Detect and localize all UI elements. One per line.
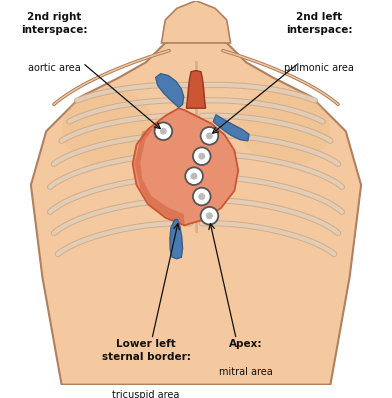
Text: Lower left
sternal border:: Lower left sternal border: <box>102 339 191 362</box>
Polygon shape <box>170 220 183 259</box>
Text: 2nd right
interspace:: 2nd right interspace: <box>21 12 87 35</box>
Polygon shape <box>31 31 361 385</box>
Text: aortic area: aortic area <box>27 62 80 72</box>
Circle shape <box>201 207 218 224</box>
Circle shape <box>193 147 211 165</box>
Circle shape <box>160 128 167 135</box>
Text: tricuspid area: tricuspid area <box>113 390 180 398</box>
Circle shape <box>206 212 213 219</box>
Circle shape <box>154 123 172 140</box>
Polygon shape <box>132 108 238 225</box>
Circle shape <box>198 193 205 200</box>
Circle shape <box>198 153 205 160</box>
Circle shape <box>185 167 203 185</box>
Polygon shape <box>213 115 249 141</box>
Polygon shape <box>134 128 185 224</box>
Text: 2nd left
interspace:: 2nd left interspace: <box>286 12 352 35</box>
Polygon shape <box>156 74 184 107</box>
Circle shape <box>201 127 218 145</box>
Text: pulmonic area: pulmonic area <box>284 62 354 72</box>
Text: mitral area: mitral area <box>219 367 273 377</box>
Text: Apex:: Apex: <box>229 339 263 349</box>
Circle shape <box>206 133 213 139</box>
Ellipse shape <box>238 89 330 166</box>
Circle shape <box>191 173 198 179</box>
Circle shape <box>193 188 211 205</box>
Ellipse shape <box>62 89 154 166</box>
Polygon shape <box>187 70 205 108</box>
Polygon shape <box>162 1 230 43</box>
